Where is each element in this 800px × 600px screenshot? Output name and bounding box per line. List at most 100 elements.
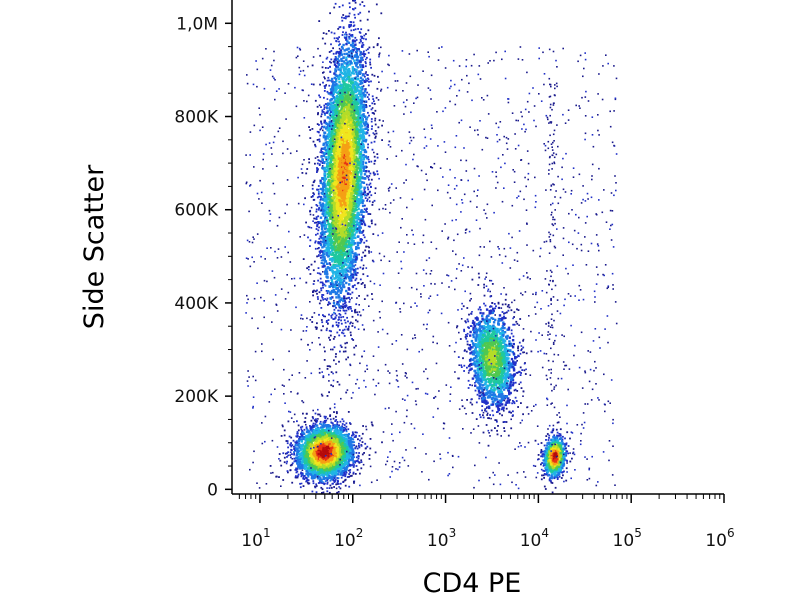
event-dot [346,231,349,234]
event-dot [325,299,328,301]
event-dot [362,157,366,161]
event-dot [340,197,344,200]
event-dot [327,76,330,79]
event-dot [318,201,322,204]
event-dot [339,249,342,252]
event-dot [334,312,337,315]
event-dot [352,242,355,246]
event-dot [356,267,359,270]
event-dot [327,234,331,237]
event-dot [335,296,338,299]
event-dot [325,320,328,322]
event-dot [334,285,337,288]
event-dot [352,205,355,208]
event-dot [328,201,331,204]
event-dot [322,213,326,216]
event-dot [345,37,348,39]
event-dot [348,227,351,230]
event-dot [340,190,343,193]
event-dot [353,13,356,16]
event-dot [358,70,361,73]
event-dot [331,83,335,86]
event-dot [331,213,334,216]
event-dot [351,191,355,195]
event-dot [353,199,356,202]
event-dot [345,100,348,104]
event-dot [368,161,370,163]
event-dot [360,213,363,216]
event-dot [342,121,346,124]
event-dot [338,6,341,8]
event-dot [333,113,337,117]
event-dot [336,99,340,102]
event-dot [321,190,325,193]
event-dot [355,220,358,223]
event-dot [363,90,367,93]
event-dot [356,167,359,170]
event-dot [307,266,310,268]
event-dot [344,73,347,77]
event-dot [347,287,350,290]
event-dot [348,87,351,90]
event-dot [354,311,356,314]
event-dot [366,275,369,277]
event-dot [351,41,355,45]
event-dot [332,338,335,340]
event-dot [347,41,351,44]
event-dot [317,229,320,232]
event-dot [364,124,367,127]
event-dot [309,129,312,131]
event-dot [323,112,326,115]
event-dot [348,25,350,28]
event-dot [362,192,365,195]
event-dot [316,292,318,295]
event-dot [359,60,362,63]
event-dot [360,94,364,97]
event-dot [346,306,349,309]
event-dot [369,182,372,185]
event-dot [339,171,343,174]
event-dot [336,107,339,111]
event-dot [318,371,321,374]
event-dot [340,246,344,249]
event-dot [347,107,350,110]
event-dot [324,211,327,214]
event-dot [373,103,376,105]
event-dot [319,187,322,191]
event-dot [312,199,315,201]
event-dot [318,313,320,316]
event-dot [337,196,341,199]
event-dot [329,117,332,120]
event-dot [341,124,344,127]
event-dot [326,125,329,129]
event-dot [318,226,320,229]
event-dot [352,240,355,243]
event-dot [339,251,343,255]
event-dot [361,64,364,67]
event-dot [342,212,345,215]
event-dot [364,249,367,252]
event-dot [362,115,366,118]
event-dot [341,251,344,255]
event-dot [364,140,367,143]
event-dot [324,138,327,141]
event-dot [365,209,367,212]
event-dot [330,241,333,245]
event-dot [363,328,365,331]
event-dot [327,319,330,321]
event-dot [301,172,304,174]
event-dot [354,99,357,102]
event-dot [345,304,348,307]
event-dot [354,252,357,255]
event-dot [342,350,345,353]
event-dot [340,260,343,263]
event-dot [316,223,319,226]
event-dot [326,219,330,222]
event-dot [346,266,349,269]
event-dot [331,139,335,143]
event-dot [371,222,373,225]
event-dot [339,266,342,270]
event-dot [352,171,356,175]
event-dot [332,116,335,119]
event-dot [335,178,338,181]
